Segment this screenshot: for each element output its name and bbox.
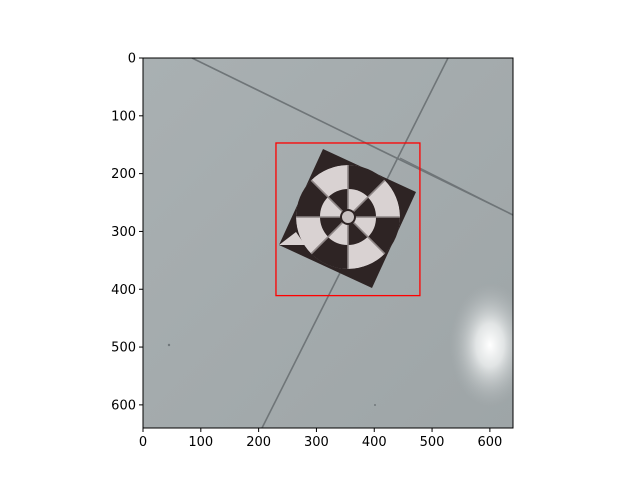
y-tick-label: 100	[111, 109, 136, 124]
target-light-corner	[279, 232, 305, 245]
y-tick-label: 200	[111, 167, 136, 182]
x-tick-label: 100	[188, 435, 213, 450]
x-tick-label: 300	[304, 435, 329, 450]
x-tick-label: 400	[362, 435, 387, 450]
floor-speck	[167, 343, 171, 347]
photo	[143, 58, 513, 428]
x-axis: 0 100 200 300 400 500 600	[139, 428, 502, 450]
floor-speck	[374, 404, 376, 406]
target-disc	[296, 165, 400, 269]
floor-glare	[450, 283, 513, 407]
target-center	[340, 209, 356, 225]
y-tick-label: 300	[111, 225, 136, 240]
y-axis: 0 100 200 300 400 500 600	[111, 52, 143, 413]
x-tick-label: 200	[246, 435, 271, 450]
y-tick-label: 600	[111, 398, 136, 413]
x-tick-label: 0	[139, 435, 147, 450]
tile-seam	[399, 157, 513, 216]
tile-seam	[191, 58, 513, 216]
x-tick-label: 500	[420, 435, 445, 450]
y-tick-label: 500	[111, 341, 136, 356]
y-tick-label: 0	[128, 52, 136, 67]
bounding-box	[275, 142, 421, 297]
axes-frame	[142, 57, 514, 429]
x-tick-label: 600	[477, 435, 502, 450]
y-tick-label: 400	[111, 283, 136, 298]
calibration-target	[279, 149, 416, 288]
